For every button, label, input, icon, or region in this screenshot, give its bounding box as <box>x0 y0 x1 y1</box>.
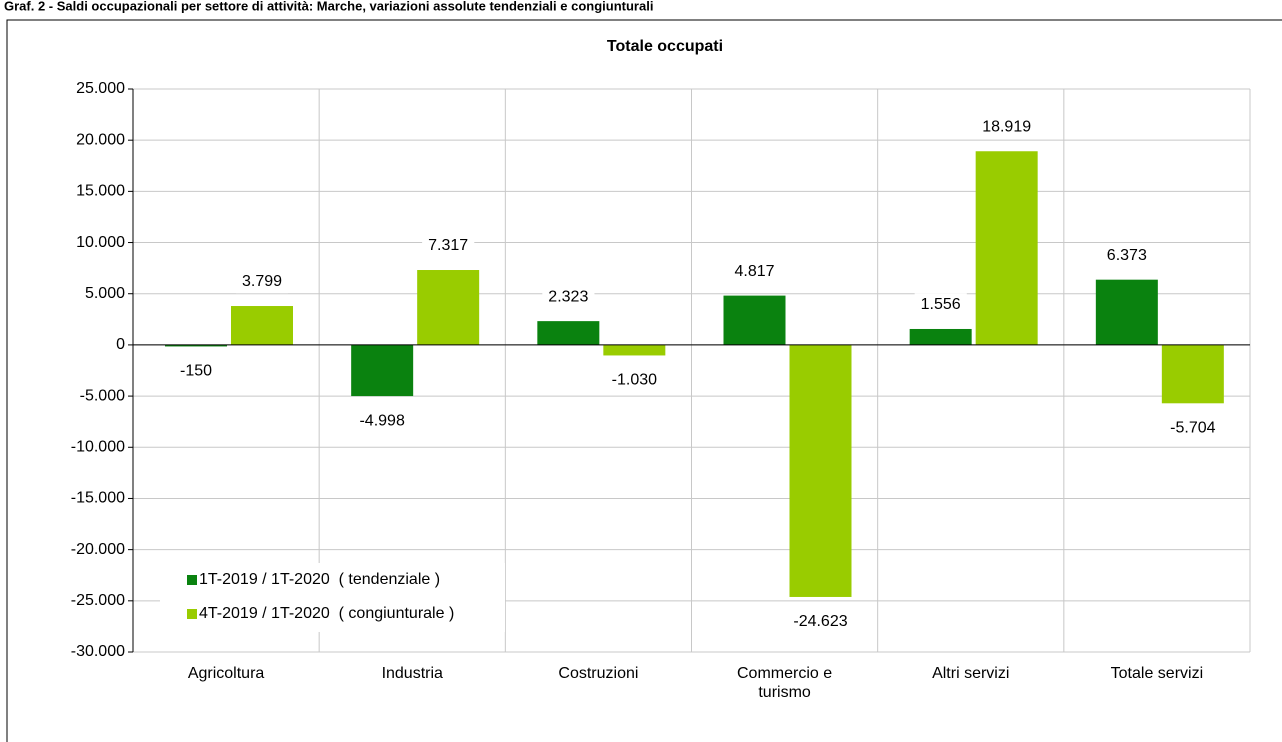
bar <box>1161 344 1224 404</box>
data-label: 1.556 <box>921 296 961 313</box>
data-label-bg <box>787 610 854 634</box>
x-tick-label: Agricoltura <box>187 665 265 682</box>
data-label: 2.323 <box>548 288 588 305</box>
x-tick-label: Commercio e turismo <box>737 665 833 701</box>
y-tick-label: -10.000 <box>71 438 125 455</box>
bar <box>537 321 600 345</box>
data-label-bg <box>1100 243 1153 267</box>
data-label: -1.030 <box>612 372 657 389</box>
page-title: Graf. 2 - Saldi occupazionali per settor… <box>4 0 653 13</box>
legend-swatch <box>187 575 197 585</box>
chart-frame <box>6 19 1282 742</box>
y-tick-label: 5.000 <box>85 285 125 302</box>
bar <box>1095 279 1158 345</box>
bar <box>723 295 786 345</box>
bar <box>909 328 972 345</box>
y-tick-label: -20.000 <box>71 541 125 558</box>
x-tick-label: Totale servizi <box>1110 665 1204 682</box>
chart-title: Totale occupati <box>607 38 723 55</box>
bar <box>231 306 293 345</box>
y-tick-label: 15.000 <box>76 183 125 200</box>
x-tick-label: Industria <box>381 665 443 682</box>
y-tick-label: 0 <box>116 336 125 353</box>
legend-label: 4T-2019 / 1T-2020 ( congiunturale ) <box>199 605 454 622</box>
data-label: -150 <box>180 363 212 380</box>
bar <box>603 344 666 356</box>
y-tick-label: -30.000 <box>71 643 125 660</box>
y-tick-label: 20.000 <box>76 131 125 148</box>
data-label: 6.373 <box>1107 247 1147 264</box>
y-tick-label: -5.000 <box>80 387 125 404</box>
x-tick-label: Costruzioni <box>558 665 639 682</box>
x-tick-label: Altri servizi <box>932 665 1010 682</box>
bar <box>789 344 852 597</box>
bar <box>975 151 1038 345</box>
legend-swatch <box>187 609 197 619</box>
data-label-bg <box>914 293 967 317</box>
data-label-bg <box>353 409 411 433</box>
bar <box>165 344 227 347</box>
y-tick-label: -25.000 <box>71 592 125 609</box>
data-label: 3.799 <box>242 273 282 290</box>
data-label-bg <box>728 259 781 283</box>
data-label-bg <box>976 115 1038 139</box>
data-label: -5.704 <box>1170 420 1215 437</box>
legend-bg <box>160 563 505 632</box>
y-tick-label: 10.000 <box>76 234 125 251</box>
data-label: 4.817 <box>734 263 774 280</box>
bar <box>351 344 414 397</box>
bar <box>417 270 480 345</box>
y-tick-label: 25.000 <box>76 80 125 97</box>
data-label: -4.998 <box>359 412 404 429</box>
data-label: -24.623 <box>793 613 847 630</box>
y-tick-label: -15.000 <box>71 490 125 507</box>
data-label: 7.317 <box>428 237 468 254</box>
data-label-bg <box>422 234 475 258</box>
data-label-bg <box>173 359 219 383</box>
legend-label: 1T-2019 / 1T-2020 ( tendenziale ) <box>199 571 440 588</box>
data-label-bg <box>235 270 289 294</box>
data-label-bg <box>1164 416 1222 440</box>
data-label: 18.919 <box>982 118 1031 135</box>
data-label-bg <box>542 285 595 309</box>
data-label-bg <box>605 368 664 392</box>
